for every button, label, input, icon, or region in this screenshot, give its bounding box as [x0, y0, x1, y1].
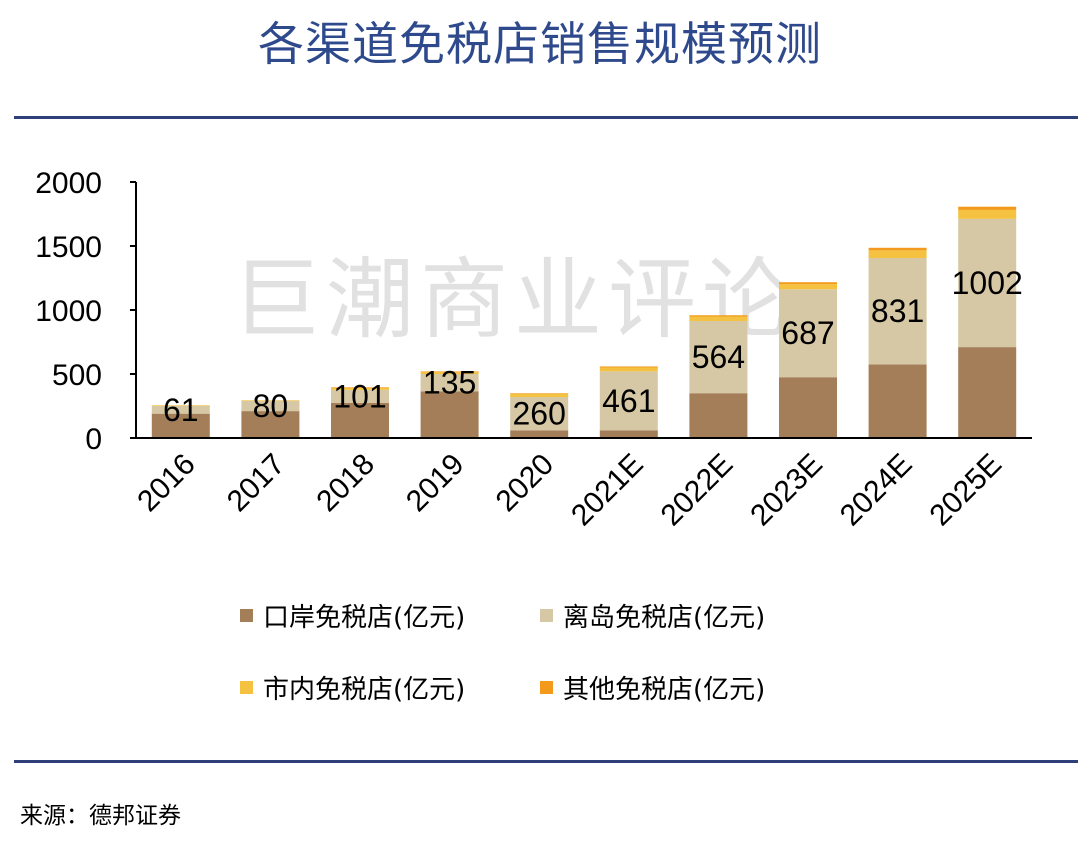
y-tick-label: 1500	[35, 231, 102, 264]
bar-segment	[689, 393, 748, 438]
data-label: 260	[513, 396, 566, 432]
data-label: 687	[781, 315, 834, 351]
data-labels-group: 61 80 101 135 260 461 564 687 831 1002	[163, 265, 1023, 432]
bar-segment	[331, 402, 389, 438]
y-tick-label: 1000	[35, 295, 102, 328]
data-label: 101	[333, 378, 386, 414]
bar-segment	[420, 371, 479, 373]
legend-swatch	[240, 608, 253, 622]
data-label: 61	[163, 392, 199, 428]
chart-title: 各渠道免税店销售规模预测	[258, 17, 822, 71]
data-label: 80	[253, 388, 289, 424]
x-tick-label: 2016	[131, 448, 202, 519]
chart-legend: 口岸免税店(亿元) 离岛免税店(亿元) 市内免税店(亿元) 其他免税店(亿元)	[240, 598, 900, 705]
x-tick-label: 2020	[490, 448, 561, 519]
x-tick-label: 2023E	[744, 448, 829, 533]
data-label: 1002	[952, 265, 1023, 301]
source-note: 来源：德邦证券	[20, 803, 181, 829]
bar-segment	[779, 377, 837, 438]
x-tick-label: 2021E	[565, 448, 650, 533]
legend-item: 离岛免税店(亿元)	[540, 598, 870, 633]
y-tick-label: 2000	[35, 167, 102, 200]
bar-segment	[510, 393, 569, 394]
bar-segment	[779, 284, 837, 290]
x-tick-label: 2017	[221, 448, 292, 519]
legend-label: 口岸免税店(亿元)	[263, 602, 466, 633]
bars-group	[151, 206, 1017, 438]
legend-label: 市内免税店(亿元)	[263, 674, 466, 705]
legend-label: 离岛免税店(亿元)	[563, 602, 766, 633]
legend-item: 市内免税店(亿元)	[240, 670, 540, 705]
bar-segment	[510, 430, 569, 438]
x-axis-ticks: 2016 2017 2018 2019 2020 2021E 2022E 2023E 2024E…	[131, 448, 1008, 533]
bar-segment	[779, 289, 837, 378]
bar-segment	[689, 315, 748, 317]
bar-segment	[331, 387, 389, 388]
legend-item: 其他免税店(亿元)	[540, 670, 870, 705]
legend-item: 口岸免税店(亿元)	[240, 598, 540, 633]
bar-segment	[599, 430, 658, 438]
bar-segment	[958, 206, 1017, 210]
data-label: 135	[423, 365, 476, 401]
bar-segment	[599, 367, 658, 372]
bar-segment	[958, 347, 1017, 438]
bar-segment	[510, 397, 569, 431]
bar-segment	[241, 400, 300, 401]
x-tick-label: 2022E	[655, 448, 740, 533]
bar-segment	[689, 316, 748, 322]
legend-swatch	[540, 608, 553, 622]
bar-segment	[331, 389, 389, 403]
bar-segment	[510, 393, 569, 398]
legend-swatch	[540, 680, 553, 694]
bar-segment	[958, 218, 1017, 348]
data-label: 831	[871, 293, 924, 329]
bar-segment	[868, 364, 927, 438]
bar-segment	[599, 371, 658, 431]
data-label: 461	[602, 383, 655, 419]
bar-segment	[868, 250, 927, 259]
data-label: 564	[692, 339, 745, 375]
bar-segment	[331, 387, 389, 390]
bar-segment	[868, 258, 927, 365]
x-tick-label: 2018	[310, 448, 381, 519]
bar-segment	[779, 282, 837, 285]
bar-segment	[689, 321, 748, 394]
title-divider	[14, 116, 1078, 119]
bar-segment	[599, 366, 658, 368]
bar-segment	[420, 374, 479, 392]
bar-segment	[151, 405, 210, 406]
bar-segment	[958, 209, 1017, 219]
x-tick-label: 2024E	[834, 448, 919, 533]
bar-segment	[241, 400, 300, 412]
y-tick-label: 0	[85, 423, 102, 456]
bar-segment	[868, 247, 927, 251]
legend-label: 其他免税店(亿元)	[563, 674, 766, 705]
bar-segment	[151, 413, 210, 438]
footer-divider	[14, 760, 1078, 763]
y-axis-ticks: 0 500 1000 1500 2000	[35, 167, 136, 456]
x-tick-label: 2025E	[923, 448, 1008, 533]
bar-segment	[420, 372, 479, 374]
legend-swatch	[240, 680, 253, 694]
x-tick-label: 2019	[400, 448, 471, 519]
y-tick-label: 500	[52, 359, 102, 392]
bar-segment	[241, 411, 300, 438]
bar-segment	[420, 391, 479, 438]
bar-segment	[151, 405, 210, 414]
